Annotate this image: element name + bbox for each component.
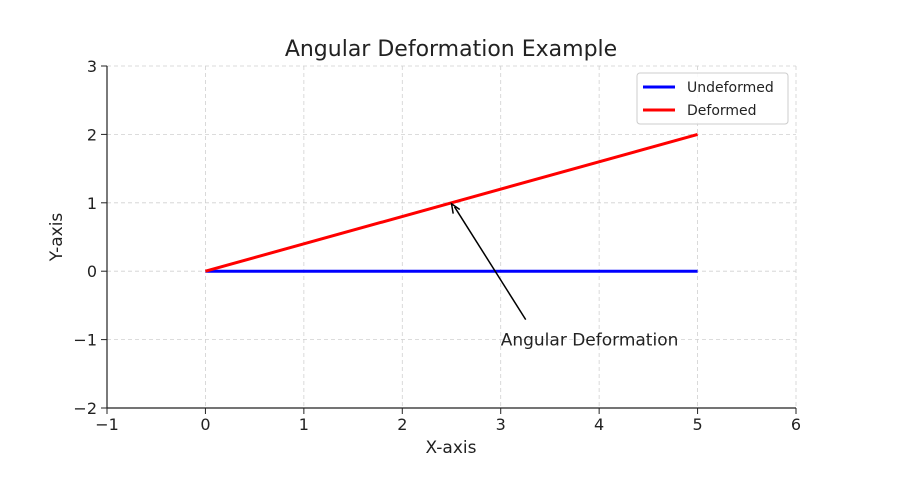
legend: Undeformed Deformed: [636, 72, 789, 125]
annotations: Angular Deformation: [450, 202, 679, 351]
legend-label: Deformed: [687, 103, 757, 119]
axes: [106, 66, 796, 409]
y-tick-label: 3: [87, 57, 97, 76]
x-tick-label: 6: [791, 415, 801, 434]
x-axis-label: X-axis: [426, 438, 477, 458]
series: [205, 132, 698, 273]
x-tick-label: 4: [594, 415, 604, 434]
x-tick-label: −1: [95, 415, 119, 434]
annotation-arrow: [453, 206, 527, 321]
x-tick-label: 5: [692, 415, 702, 434]
x-tick-label: 1: [299, 415, 309, 434]
x-tick-label: 2: [397, 415, 407, 434]
series-line-deformed: [205, 132, 698, 273]
y-tick-label: 1: [87, 194, 97, 213]
arrow-head: [450, 202, 461, 214]
y-tick-label: −1: [73, 331, 97, 350]
x-tick-label: 3: [496, 415, 506, 434]
x-tick-label: 0: [200, 415, 210, 434]
chart-title: Angular Deformation Example: [285, 37, 617, 62]
y-tick-label: −2: [73, 399, 97, 418]
annotation-text: Angular Deformation: [501, 331, 679, 351]
legend-label: Undeformed: [687, 80, 774, 96]
y-tick-label: 0: [87, 262, 97, 281]
y-axis-label: Y-axis: [47, 213, 67, 263]
y-tick-label: 2: [87, 125, 97, 144]
